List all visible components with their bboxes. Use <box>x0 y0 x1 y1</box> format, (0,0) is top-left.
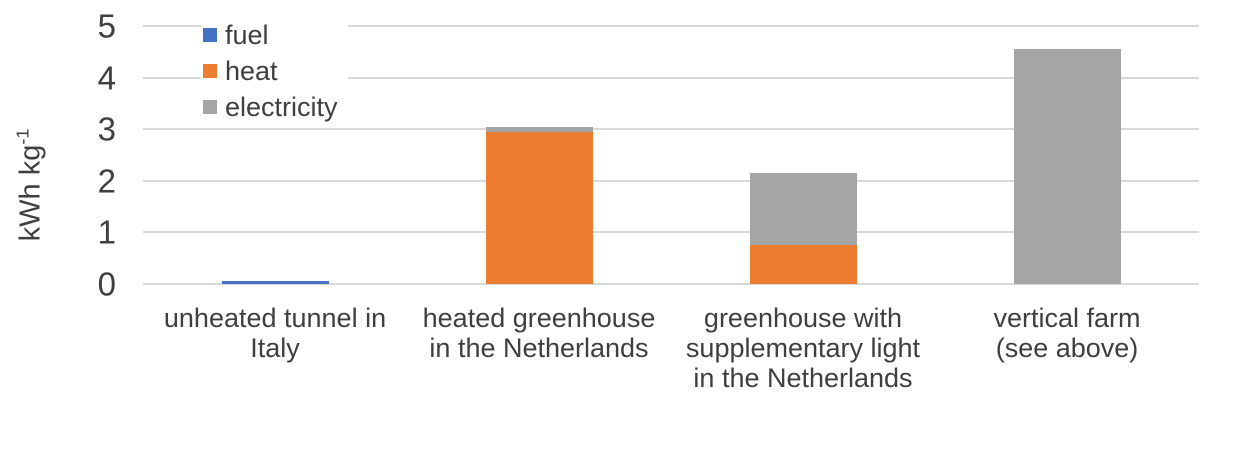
x-axis-label-line: vertical farm <box>993 303 1141 333</box>
legend-item-fuel: fuel <box>203 20 338 50</box>
bar-segment-heat <box>485 131 593 284</box>
y-tick-label: 1 <box>97 213 116 251</box>
legend-label-electricity: electricity <box>225 91 338 122</box>
gridline <box>143 76 1199 79</box>
x-axis-label: unheated tunnel in Italy <box>115 303 435 363</box>
legend-swatch-fuel <box>203 28 217 42</box>
x-axis-label-line: unheated tunnel in <box>163 303 387 333</box>
plot-area <box>143 25 1199 285</box>
y-tick-label: 3 <box>97 110 116 148</box>
gridline <box>143 128 1199 131</box>
bar-segment-electricity <box>749 173 857 246</box>
legend-swatch-electricity <box>203 100 217 114</box>
x-axis-label-line: heated greenhouse <box>422 303 656 333</box>
legend-swatch-heat <box>203 64 217 78</box>
legend-item-heat: heat <box>203 56 338 86</box>
x-axis-label-line: in the Netherlands <box>693 363 913 393</box>
x-axis-label-line: supplementary light <box>685 333 921 363</box>
legend-label-fuel: fuel <box>225 19 269 50</box>
y-tick-label: 5 <box>97 7 116 45</box>
y-tick-label: 2 <box>97 162 116 200</box>
x-axis-label-line: (see above) <box>995 333 1139 363</box>
y-tick-label: 4 <box>97 59 116 97</box>
gridline <box>143 179 1199 182</box>
gridline <box>143 231 1199 234</box>
x-axis-label-line: greenhouse with <box>703 303 903 333</box>
legend: fuel heat electricity <box>201 17 348 125</box>
bar-segment-heat <box>749 245 857 284</box>
x-axis-label-line: Italy <box>250 333 300 363</box>
y-axis-ticks: 0 1 2 3 4 5 <box>0 0 116 454</box>
x-axis-label: greenhouse with supplementary light in the… <box>643 303 963 393</box>
legend-label-heat: heat <box>225 55 278 86</box>
bar-segment-electricity <box>1013 49 1121 284</box>
gridline <box>143 25 1199 27</box>
bar-segment-fuel <box>221 281 329 284</box>
gridline <box>143 283 1199 285</box>
y-tick-label: 0 <box>97 265 116 303</box>
x-axis-labels: unheated tunnel in Italy heated greenhouse… <box>0 303 1237 413</box>
x-axis-label: heated greenhouse in the Netherlands <box>379 303 699 363</box>
x-axis-label-line: in the Netherlands <box>429 333 649 363</box>
x-axis-label: vertical farm (see above) <box>907 303 1227 363</box>
bar-segment-electricity <box>485 126 593 132</box>
legend-item-electricity: electricity <box>203 92 338 122</box>
